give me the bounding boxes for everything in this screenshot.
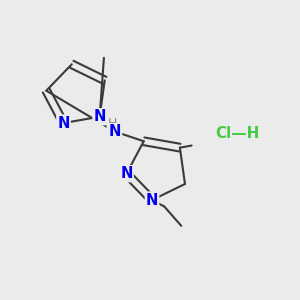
- Text: N: N: [120, 166, 133, 181]
- Text: Cl—H: Cl—H: [215, 126, 260, 141]
- Text: N: N: [109, 124, 121, 139]
- Text: H: H: [107, 117, 117, 130]
- Text: N: N: [93, 109, 106, 124]
- Text: N: N: [146, 193, 158, 208]
- Text: N: N: [57, 116, 70, 130]
